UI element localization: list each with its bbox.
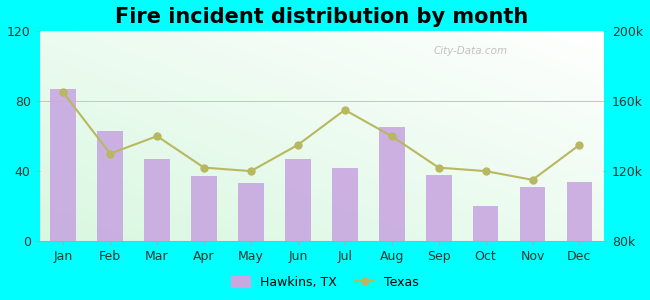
Legend: Hawkins, TX, Texas: Hawkins, TX, Texas xyxy=(226,271,424,294)
Bar xyxy=(238,183,264,241)
Text: City-Data.com: City-Data.com xyxy=(434,46,508,56)
Bar xyxy=(144,159,170,241)
Title: Fire incident distribution by month: Fire incident distribution by month xyxy=(114,7,528,27)
Bar xyxy=(50,89,76,241)
Bar xyxy=(332,168,358,241)
Bar xyxy=(191,176,217,241)
Bar xyxy=(98,131,123,241)
Bar xyxy=(519,187,545,241)
Bar xyxy=(379,128,404,241)
Bar xyxy=(285,159,311,241)
Bar xyxy=(426,175,452,241)
Bar xyxy=(567,182,592,241)
Bar xyxy=(473,206,499,241)
